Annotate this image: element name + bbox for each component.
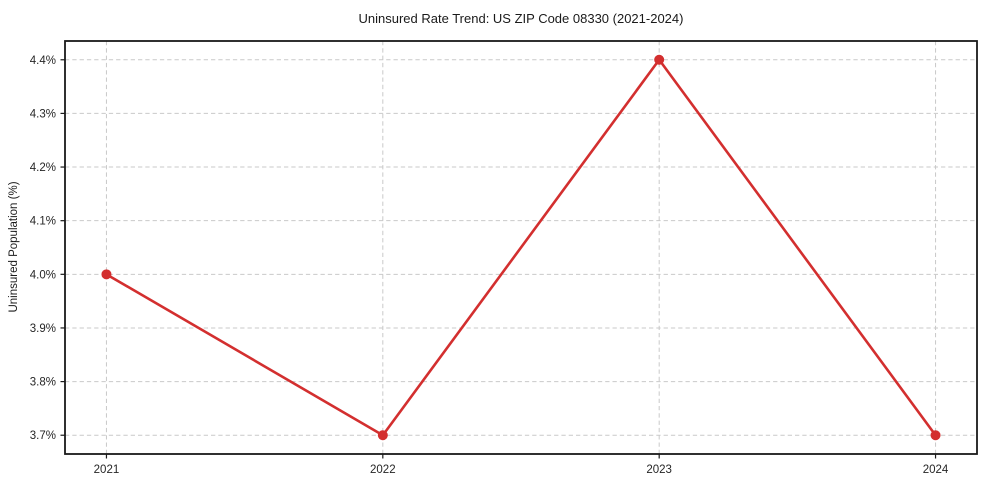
y-tick-label: 4.2% — [30, 162, 56, 174]
y-tick-label: 3.8% — [30, 377, 56, 389]
x-tick-label: 2022 — [370, 464, 396, 476]
y-tick-label: 3.7% — [30, 430, 56, 442]
data-point — [101, 269, 112, 280]
data-point — [930, 430, 941, 441]
chart-title: Uninsured Rate Trend: US ZIP Code 08330 … — [358, 11, 684, 26]
plot-border — [64, 40, 978, 455]
x-tick-label: 2023 — [646, 464, 672, 476]
y-tick-label: 4.1% — [30, 216, 56, 228]
data-point — [377, 430, 388, 441]
y-tick-label: 4.0% — [30, 269, 56, 281]
trend-line — [105, 58, 937, 437]
data-point — [654, 54, 665, 65]
x-tick-label: 2021 — [94, 464, 120, 476]
y-tick-label: 3.9% — [30, 323, 56, 335]
x-tick-label: 2024 — [923, 464, 949, 476]
y-tick-label: 4.4% — [30, 55, 56, 67]
y-tick-label: 4.3% — [30, 108, 56, 120]
